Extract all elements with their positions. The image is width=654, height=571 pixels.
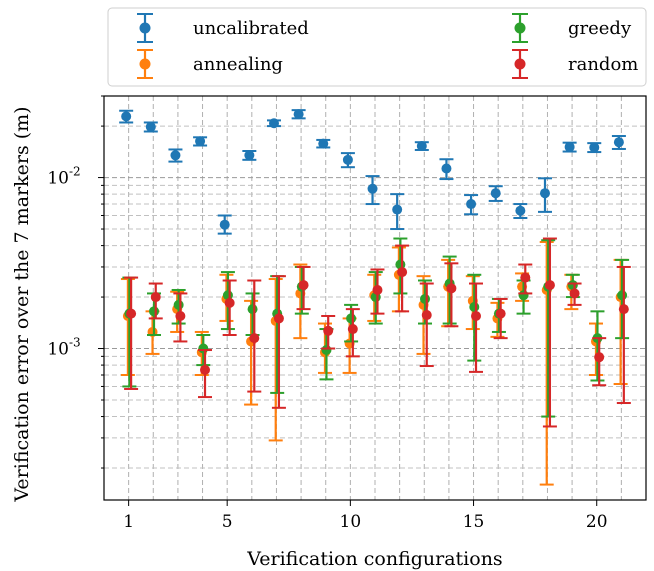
data-point [150,292,161,303]
data-point [224,297,235,308]
data-point [416,140,427,151]
series-layer [119,109,631,486]
data-point [121,111,132,122]
data-point [441,163,452,174]
data-point [469,301,480,312]
data-point [589,142,600,153]
x-axis-label: Verification configurations [246,548,502,570]
data-point [347,324,358,335]
data-point [569,288,580,299]
data-point [200,364,211,375]
legend-label: annealing [193,54,283,75]
data-point [515,205,526,216]
data-point [392,204,403,215]
data-point [539,188,550,199]
legend-item-uncalibrated: uncalibrated [137,13,309,43]
y-axis-label: Verification error over the 7 markers (m… [11,106,33,502]
series-annealing [120,240,628,486]
data-point [618,304,629,315]
data-point [421,310,432,321]
data-point [321,345,332,356]
data-point [323,325,334,336]
legend-marker [514,58,526,70]
data-point [466,199,477,210]
data-point [567,280,578,291]
data-point [617,290,628,301]
data-point [247,304,258,315]
x-tick-label: 1 [123,512,134,532]
data-point [594,352,605,363]
x-tick-label: 15 [463,512,485,532]
data-point [273,313,284,324]
y-tick-label: 10-2 [47,165,80,189]
data-point [446,283,457,294]
data-point [175,310,186,321]
data-point [298,280,309,291]
legend-label: random [568,54,638,75]
data-point [170,150,181,161]
data-point [244,150,255,161]
legend-box [107,7,647,87]
data-point [268,118,279,129]
legend-item-annealing: annealing [137,49,283,79]
data-point [318,138,329,149]
data-point [195,136,206,147]
data-point [613,137,624,148]
data-point [518,290,529,301]
x-tick-label: 5 [222,512,233,532]
data-point [346,313,357,324]
data-point [420,293,431,304]
legend: uncalibrated annealing greedy random [107,7,647,87]
legend-item-greedy: greedy [512,13,632,43]
data-point [126,308,137,319]
legend-label: uncalibrated [193,18,309,39]
y-tick-label: 10-3 [47,336,80,360]
plot-frame [103,95,647,501]
legend-label: greedy [568,18,632,39]
data-point [544,280,555,291]
data-point [198,343,209,354]
data-point [342,154,353,165]
data-point [249,333,260,344]
data-point [564,141,575,152]
legend-marker [139,58,151,70]
data-point [145,121,156,132]
data-point [219,219,230,230]
data-point [520,272,531,283]
data-point [173,299,184,310]
data-point [367,183,378,194]
series-greedy [122,237,630,418]
data-point [495,308,506,319]
data-point [397,267,408,278]
legend-marker [139,22,151,34]
data-point [293,109,304,120]
series-random [124,237,631,428]
data-point [490,188,501,199]
series-uncalibrated [119,109,626,235]
data-point [149,306,160,317]
legend-marker [514,22,526,34]
data-point [372,284,383,295]
x-tick-label: 20 [586,512,608,532]
x-tick-label: 10 [340,512,362,532]
legend-item-random: random [512,49,638,79]
data-point [471,310,482,321]
